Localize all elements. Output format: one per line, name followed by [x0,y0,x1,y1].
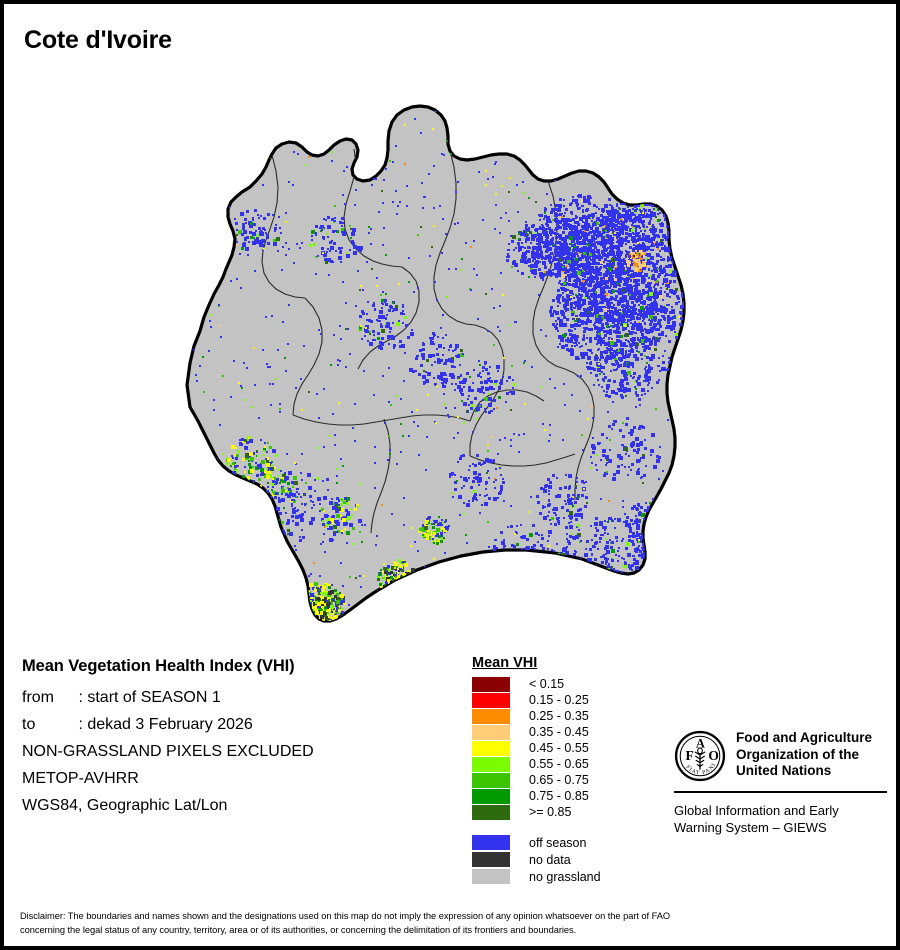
legend-extra-swatch [472,869,510,884]
legend-class-row: 0.75 - 0.85 [472,788,662,804]
legend-class-row: < 0.15 [472,676,662,692]
fao-organization-name: Food and Agriculture Organization of the… [736,730,872,780]
legend-extra-list: off season no data no grassland [472,834,662,885]
legend-class-label: >= 0.85 [529,805,572,819]
info-row-to: to : dekad 3 February 2026 [22,711,452,738]
legend-class-swatch [472,724,510,740]
info-note-projection: WGS84, Geographic Lat/Lon [22,797,228,814]
fao-branding: F A O FIAT PANIS Food and Agriculture Or… [674,730,889,836]
legend-class-label: 0.65 - 0.75 [529,773,589,787]
disclaimer-text: Disclaimer: The boundaries and names sho… [20,910,882,937]
fao-header: F A O FIAT PANIS Food and Agriculture Or… [674,730,889,782]
legend-class-row: 0.35 - 0.45 [472,724,662,740]
legend-extra-row: no grassland [472,868,662,885]
disclaimer-line-2: concerning the legal status of any count… [20,924,577,935]
info-row-from: from : start of SEASON 1 [22,684,452,711]
legend-class-swatch [472,772,510,788]
legend-title: Mean VHI [472,655,538,671]
fao-org-line-2: Organization of the [736,746,859,762]
fao-org-line-3: United Nations [736,763,832,778]
fao-logo-icon: F A O FIAT PANIS [674,730,726,782]
legend-class-label: < 0.15 [529,677,565,691]
disclaimer-line-1: Disclaimer: The boundaries and names sho… [20,911,671,921]
legend-class-label: 0.45 - 0.55 [529,741,589,755]
legend-class-list: < 0.15 0.15 - 0.25 0.25 - 0.35 0.35 - 0.45 0… [472,676,662,820]
legend-class-swatch [472,708,510,724]
legend-class-swatch [472,756,510,772]
giews-line-1: Global Information and Early [674,803,839,818]
legend-class-swatch [472,804,510,820]
info-note-exclusion: NON-GRASSLAND PIXELS EXCLUDED [22,743,314,760]
info-from-label: from [22,689,54,706]
info-to-value: : dekad 3 February 2026 [78,716,253,733]
info-to-label: to [22,716,36,733]
legend-extra-label: no data [529,852,571,867]
legend-extra-swatch [472,835,510,850]
legend-class-swatch [472,740,510,756]
legend-class-label: 0.15 - 0.25 [529,693,589,707]
fao-divider [674,791,887,793]
info-from-value: : start of SEASON 1 [78,689,221,706]
info-heading: Mean Vegetation Health Index (VHI) [22,657,295,675]
legend-class-swatch [472,676,510,692]
info-note-sensor: METOP-AVHRR [22,770,139,787]
country-map-svg[interactable] [4,59,896,634]
map-legend: Mean VHI < 0.15 0.15 - 0.25 0.25 - 0.35 0.3… [472,654,662,885]
legend-extra-row: off season [472,834,662,851]
legend-class-row: 0.45 - 0.55 [472,740,662,756]
map-info-block: Mean Vegetation Health Index (VHI) from … [22,657,452,819]
legend-class-swatch [472,692,510,708]
legend-class-row: >= 0.85 [472,804,662,820]
legend-class-row: 0.65 - 0.75 [472,772,662,788]
legend-extra-label: no grassland [529,869,601,884]
legend-class-label: 0.75 - 0.85 [529,789,589,803]
legend-class-row: 0.25 - 0.35 [472,708,662,724]
map-canvas[interactable] [4,59,896,634]
legend-extra-row: no data [472,851,662,868]
legend-class-row: 0.15 - 0.25 [472,692,662,708]
legend-class-label: 0.55 - 0.65 [529,757,589,771]
legend-class-label: 0.25 - 0.35 [529,709,589,723]
legend-class-label: 0.35 - 0.45 [529,725,589,739]
page-title: Cote d'Ivoire [24,26,172,54]
legend-extra-label: off season [529,835,587,850]
legend-class-row: 0.55 - 0.65 [472,756,662,772]
fao-org-line-1: Food and Agriculture [736,730,872,745]
legend-class-swatch [472,788,510,804]
giews-line-2: Warning System – GIEWS [674,820,827,835]
giews-label: Global Information and Early Warning Sys… [674,802,889,836]
legend-extra-swatch [472,852,510,867]
